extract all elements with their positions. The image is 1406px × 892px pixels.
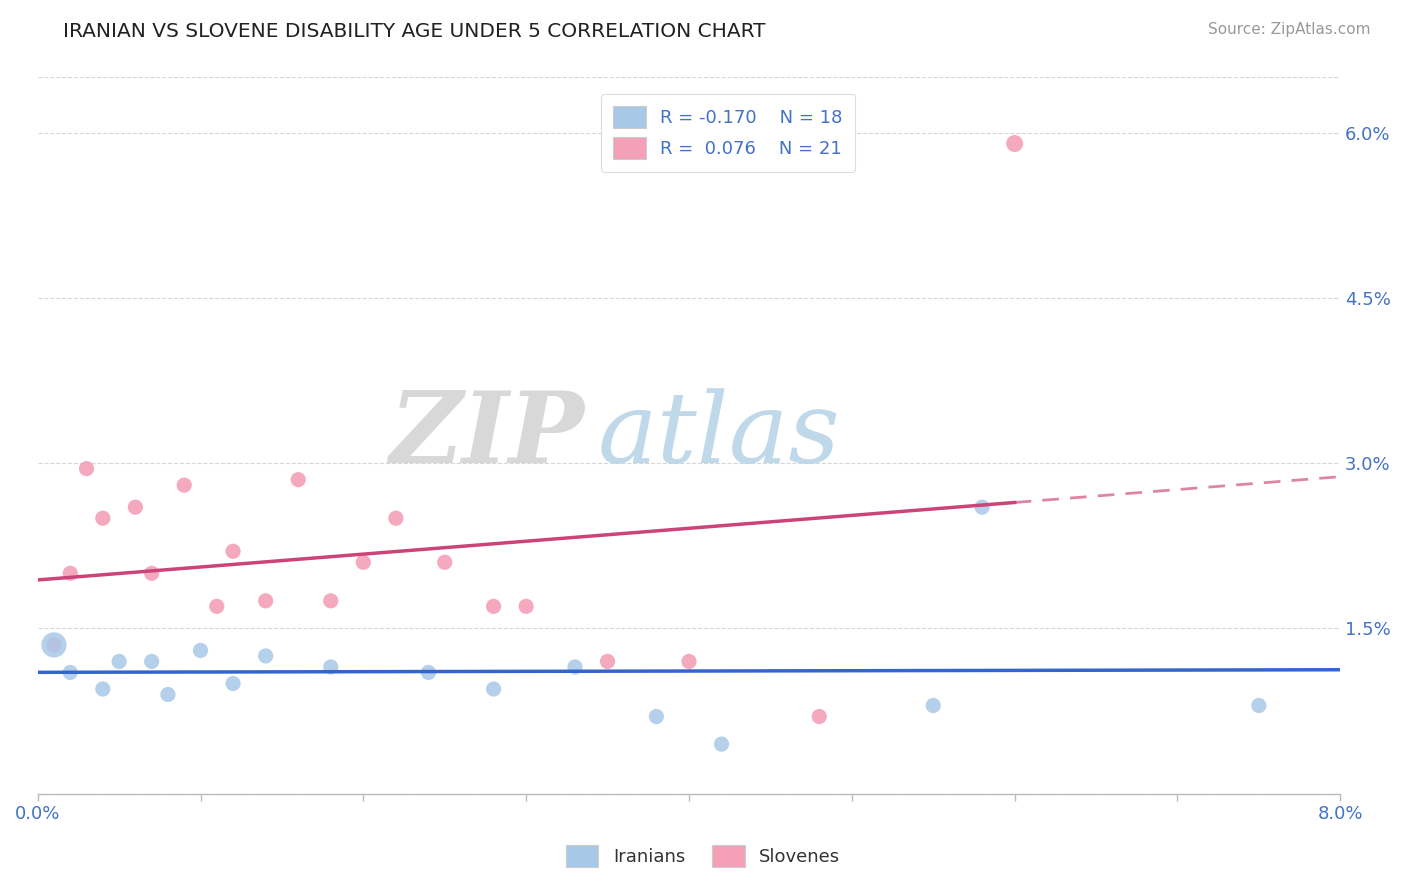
Point — [59, 665, 82, 680]
Point — [385, 511, 408, 525]
Point — [319, 594, 342, 608]
Point — [108, 655, 131, 669]
Point — [91, 681, 114, 696]
Point — [1247, 698, 1270, 713]
Point — [222, 544, 245, 558]
Point — [42, 638, 65, 652]
Point — [42, 638, 65, 652]
Point — [808, 709, 831, 723]
Legend: Iranians, Slovenes: Iranians, Slovenes — [558, 838, 848, 874]
Point — [254, 648, 277, 663]
Text: IRANIAN VS SLOVENE DISABILITY AGE UNDER 5 CORRELATION CHART: IRANIAN VS SLOVENE DISABILITY AGE UNDER … — [63, 22, 766, 41]
Point — [76, 461, 98, 475]
Point — [418, 665, 440, 680]
Point — [156, 688, 179, 702]
Point — [970, 500, 993, 515]
Point — [922, 698, 945, 713]
Point — [678, 655, 700, 669]
Point — [482, 599, 505, 614]
Point — [1004, 136, 1026, 151]
Point — [124, 500, 146, 515]
Point — [482, 681, 505, 696]
Point — [515, 599, 537, 614]
Text: ZIP: ZIP — [389, 387, 585, 483]
Point — [645, 709, 668, 723]
Point — [596, 655, 619, 669]
Text: atlas: atlas — [598, 388, 841, 483]
Point — [710, 737, 733, 751]
Point — [190, 643, 212, 657]
Point — [141, 655, 163, 669]
Point — [287, 473, 309, 487]
Point — [205, 599, 228, 614]
Point — [433, 555, 456, 569]
Legend: R = -0.170    N = 18, R =  0.076    N = 21: R = -0.170 N = 18, R = 0.076 N = 21 — [600, 94, 855, 172]
Point — [173, 478, 195, 492]
Point — [254, 594, 277, 608]
Point — [222, 676, 245, 690]
Point — [91, 511, 114, 525]
Point — [319, 660, 342, 674]
Point — [564, 660, 586, 674]
Point — [59, 566, 82, 581]
Point — [141, 566, 163, 581]
Point — [352, 555, 374, 569]
Text: Source: ZipAtlas.com: Source: ZipAtlas.com — [1208, 22, 1371, 37]
